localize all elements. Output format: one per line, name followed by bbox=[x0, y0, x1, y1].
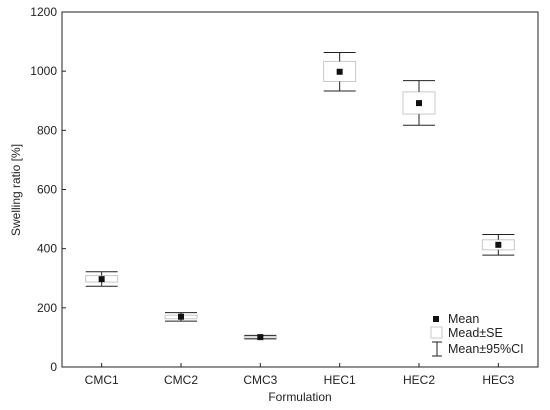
x-tick-label-HEC1: HEC1 bbox=[324, 373, 356, 387]
mean-marker-HEC2 bbox=[416, 100, 422, 107]
y-tick-label-200: 200 bbox=[37, 301, 57, 315]
mean-marker-CMC3 bbox=[257, 334, 264, 341]
legend-mean-marker bbox=[433, 316, 439, 322]
x-tick-label-HEC2: HEC2 bbox=[403, 373, 435, 387]
y-tick-label-1000: 1000 bbox=[30, 64, 57, 78]
legend-se-box bbox=[430, 326, 443, 339]
y-tick-label-0: 0 bbox=[50, 360, 57, 374]
legend: Mean Mead±SE Mean±95%CI bbox=[430, 312, 524, 357]
mean-marker-HEC1 bbox=[336, 68, 343, 75]
y-tick-label-1200: 1200 bbox=[30, 5, 57, 19]
x-tick-label-CMC1: CMC1 bbox=[85, 373, 119, 387]
legend-ci-label: Mean±95%CI bbox=[448, 342, 524, 356]
box-series bbox=[85, 52, 515, 341]
x-axis-title: Formulation bbox=[268, 390, 331, 404]
x-tick-label-CMC3: CMC3 bbox=[243, 373, 277, 387]
legend-se-label: Mead±SE bbox=[448, 326, 503, 340]
y-axis-title: Swelling ratio [%] bbox=[9, 144, 23, 236]
mean-marker-HEC3 bbox=[495, 241, 502, 248]
y-tick-label-600: 600 bbox=[37, 183, 57, 197]
x-axis: CMC1 CMC2 CMC3 HEC1 HEC2 HEC3 bbox=[85, 363, 515, 387]
y-axis: 0 200 400 600 800 1000 1200 bbox=[30, 5, 66, 374]
mean-marker-CMC1 bbox=[98, 276, 105, 283]
y-tick-label-400: 400 bbox=[37, 242, 57, 256]
x-tick-label-HEC3: HEC3 bbox=[482, 373, 514, 387]
x-tick-label-CMC2: CMC2 bbox=[164, 373, 198, 387]
legend-ci-whisker bbox=[432, 341, 442, 357]
mean-marker-CMC2 bbox=[178, 313, 184, 320]
y-tick-label-800: 800 bbox=[37, 123, 57, 137]
legend-mean-label: Mean bbox=[448, 312, 479, 326]
